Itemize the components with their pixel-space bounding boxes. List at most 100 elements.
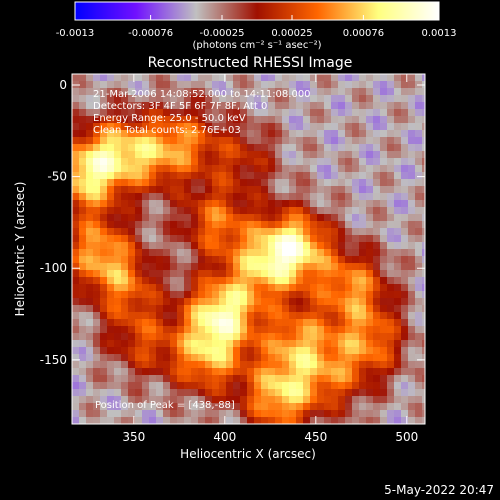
heatmap-pixel (380, 277, 387, 284)
heatmap-pixel (198, 305, 205, 312)
heatmap-pixel (142, 277, 149, 284)
heatmap-pixel (352, 193, 359, 200)
heatmap-pixel (205, 270, 212, 277)
heatmap-pixel (352, 319, 359, 326)
heatmap-pixel (128, 165, 135, 172)
heatmap-pixel (401, 396, 408, 403)
heatmap-pixel (212, 298, 219, 305)
heatmap-pixel (310, 172, 317, 179)
heatmap-pixel (240, 403, 247, 410)
heatmap-pixel (387, 291, 394, 298)
heatmap-pixel (338, 417, 345, 424)
heatmap-pixel (303, 74, 310, 81)
heatmap-pixel (107, 340, 114, 347)
heatmap-pixel (310, 312, 317, 319)
heatmap-pixel (86, 270, 93, 277)
heatmap-pixel (135, 298, 142, 305)
heatmap-pixel (324, 137, 331, 144)
heatmap-pixel (310, 368, 317, 375)
heatmap-pixel (72, 242, 79, 249)
heatmap-pixel (107, 214, 114, 221)
heatmap-pixel (142, 144, 149, 151)
heatmap-pixel (79, 340, 86, 347)
heatmap-pixel (205, 130, 212, 137)
heatmap-pixel (401, 172, 408, 179)
heatmap-pixel (310, 221, 317, 228)
heatmap-pixel (310, 179, 317, 186)
heatmap-pixel (310, 347, 317, 354)
heatmap-pixel (226, 340, 233, 347)
heatmap-pixel (296, 95, 303, 102)
heatmap-pixel (72, 221, 79, 228)
heatmap-pixel (331, 333, 338, 340)
heatmap-pixel (100, 158, 107, 165)
heatmap-pixel (387, 144, 394, 151)
heatmap-pixel (401, 179, 408, 186)
heatmap-pixel (163, 249, 170, 256)
heatmap-pixel (100, 347, 107, 354)
heatmap-pixel (408, 186, 415, 193)
heatmap-pixel (247, 186, 254, 193)
heatmap-pixel (72, 396, 79, 403)
heatmap-pixel (359, 95, 366, 102)
heatmap-pixel (72, 382, 79, 389)
heatmap-pixel (247, 81, 254, 88)
heatmap-pixel (79, 319, 86, 326)
heatmap-pixel (240, 305, 247, 312)
heatmap-pixel (226, 221, 233, 228)
heatmap-pixel (170, 193, 177, 200)
heatmap-pixel (156, 214, 163, 221)
heatmap-pixel (247, 242, 254, 249)
heatmap-pixel (366, 242, 373, 249)
heatmap-pixel (191, 403, 198, 410)
heatmap-pixel (296, 312, 303, 319)
heatmap-pixel (289, 144, 296, 151)
heatmap-pixel (93, 291, 100, 298)
heatmap-pixel (72, 116, 79, 123)
heatmap-pixel (93, 333, 100, 340)
heatmap-pixel (128, 221, 135, 228)
heatmap-pixel (310, 158, 317, 165)
heatmap-pixel (345, 396, 352, 403)
heatmap-pixel (100, 200, 107, 207)
heatmap-pixel (205, 144, 212, 151)
heatmap-pixel (352, 137, 359, 144)
heatmap-pixel (233, 368, 240, 375)
heatmap-pixel (359, 249, 366, 256)
heatmap-pixel (394, 81, 401, 88)
heatmap-pixel (177, 158, 184, 165)
heatmap-pixel (198, 249, 205, 256)
heatmap-pixel (163, 130, 170, 137)
heatmap-pixel (198, 389, 205, 396)
heatmap-pixel (233, 291, 240, 298)
heatmap-pixel (128, 368, 135, 375)
heatmap-pixel (275, 319, 282, 326)
heatmap-pixel (79, 270, 86, 277)
heatmap-pixel (254, 256, 261, 263)
heatmap-pixel (394, 382, 401, 389)
heatmap-pixel (107, 95, 114, 102)
heatmap-pixel (191, 95, 198, 102)
heatmap-pixel (219, 186, 226, 193)
x-tick-label: 450 (304, 430, 327, 444)
heatmap-pixel (149, 214, 156, 221)
heatmap-pixel (233, 235, 240, 242)
heatmap-pixel (198, 186, 205, 193)
heatmap-pixel (394, 312, 401, 319)
heatmap-pixel (219, 214, 226, 221)
heatmap-pixel (380, 333, 387, 340)
heatmap-pixel (170, 382, 177, 389)
heatmap-pixel (296, 74, 303, 81)
heatmap-pixel (198, 340, 205, 347)
heatmap-pixel (114, 158, 121, 165)
heatmap-pixel (79, 228, 86, 235)
heatmap-pixel (149, 221, 156, 228)
heatmap-pixel (156, 410, 163, 417)
heatmap-pixel (331, 263, 338, 270)
heatmap-pixel (296, 410, 303, 417)
heatmap-pixel (303, 368, 310, 375)
heatmap-pixel (366, 389, 373, 396)
heatmap-pixel (422, 277, 425, 284)
heatmap-pixel (121, 74, 128, 81)
colorbar-tick-label: -0.00025 (200, 28, 245, 39)
